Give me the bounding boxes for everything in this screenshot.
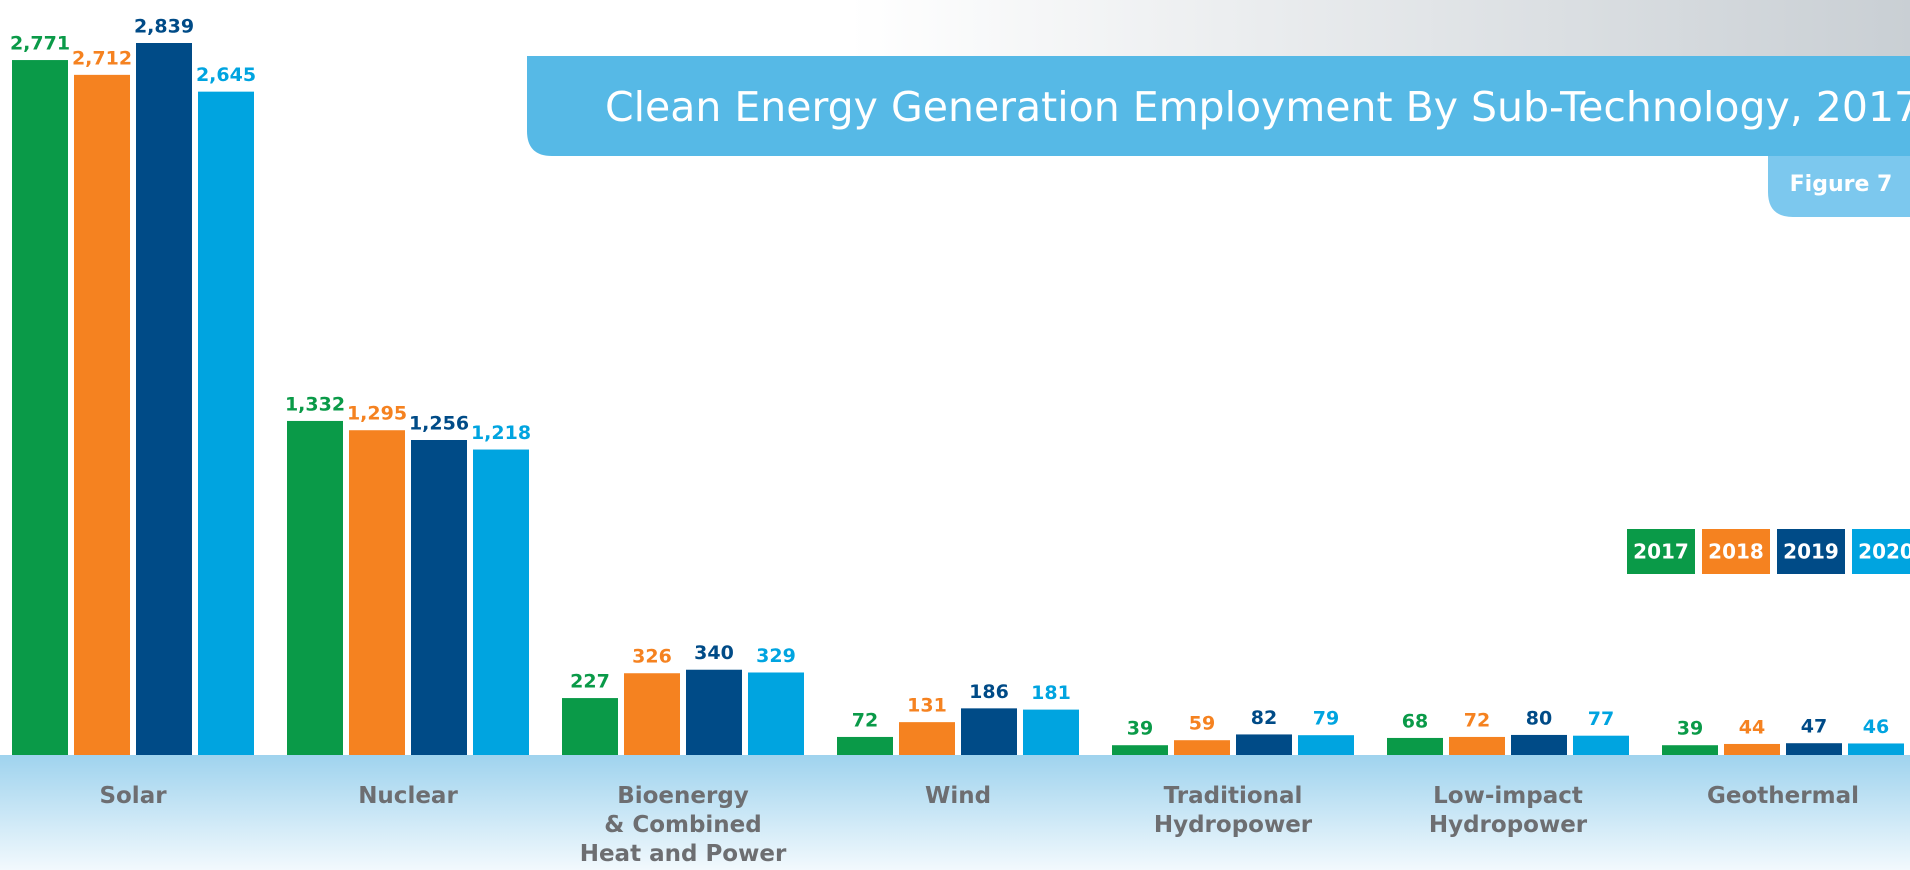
figure-tab — [1768, 156, 1910, 217]
x-tick-label: Traditional Hydropower — [1153, 783, 1313, 838]
bar — [748, 672, 804, 755]
value-label: 227 — [570, 671, 610, 693]
bar — [1511, 734, 1567, 755]
bar — [961, 708, 1017, 755]
value-label: 68 — [1402, 710, 1428, 732]
bar — [411, 440, 467, 755]
value-label: 77 — [1588, 708, 1614, 730]
bar — [12, 60, 68, 755]
bar — [1023, 709, 1079, 755]
value-label: 46 — [1863, 716, 1889, 738]
value-label: 82 — [1251, 707, 1277, 729]
bar — [1298, 735, 1354, 755]
bar — [349, 430, 405, 755]
value-label: 72 — [852, 709, 878, 731]
bar — [473, 449, 529, 755]
header-image — [850, 0, 1910, 60]
legend-label: 2017 — [1633, 540, 1689, 564]
value-label: 2,645 — [196, 64, 256, 86]
bar — [624, 673, 680, 755]
bar — [1174, 740, 1230, 755]
bar — [1112, 745, 1168, 755]
bar — [1236, 734, 1292, 755]
bar — [686, 669, 742, 755]
value-label: 59 — [1189, 713, 1215, 735]
value-label: 1,218 — [471, 422, 531, 444]
legend-swatch — [1627, 529, 1695, 574]
value-label: 39 — [1127, 718, 1153, 740]
x-tick-label: Solar — [99, 783, 167, 809]
value-label: 2,712 — [72, 47, 132, 69]
value-label: 181 — [1031, 682, 1071, 704]
value-label: 47 — [1801, 716, 1827, 738]
bar — [1786, 743, 1842, 755]
value-label: 131 — [907, 695, 947, 717]
bar — [1573, 735, 1629, 755]
value-label: 186 — [969, 681, 1009, 703]
legend-swatch — [1852, 529, 1910, 574]
bar — [74, 74, 130, 756]
value-label: 79 — [1313, 708, 1339, 730]
chart-title: Clean Energy Generation Employment By Su… — [605, 83, 1910, 131]
bar — [562, 698, 618, 755]
value-label: 72 — [1464, 709, 1490, 731]
legend-label: 2018 — [1708, 540, 1764, 564]
legend-swatch — [1702, 529, 1770, 574]
value-label: 326 — [632, 646, 672, 668]
bar — [198, 91, 254, 755]
legend-label: 2019 — [1783, 540, 1839, 564]
x-tick-label: Geothermal — [1707, 783, 1859, 809]
bar — [136, 43, 192, 755]
value-label: 80 — [1526, 707, 1552, 729]
value-label: 340 — [694, 642, 734, 664]
bar — [287, 420, 343, 755]
baseline-band — [0, 755, 1910, 870]
value-label: 1,256 — [409, 413, 469, 435]
value-label: 39 — [1677, 718, 1703, 740]
bar — [1662, 745, 1718, 755]
x-tick-label: Bioenergy & Combined Heat and Power — [579, 783, 787, 867]
bar — [899, 722, 955, 755]
x-tick-label: Nuclear — [358, 783, 458, 809]
title-banner — [527, 56, 1910, 156]
value-label: 2,771 — [10, 33, 70, 55]
bar — [837, 736, 893, 755]
bar — [1724, 743, 1780, 755]
value-label: 329 — [756, 645, 796, 667]
value-label: 1,295 — [347, 403, 407, 425]
bar — [1449, 736, 1505, 755]
legend-swatch — [1777, 529, 1845, 574]
bar — [1848, 743, 1904, 755]
x-tick-label: Wind — [924, 783, 992, 809]
value-label: 44 — [1739, 716, 1765, 738]
x-tick-label: Low-impact Hydropower — [1428, 783, 1588, 838]
figure-label: Figure 7 — [1790, 172, 1893, 197]
value-label: 2,839 — [134, 16, 194, 38]
value-label: 1,332 — [285, 393, 345, 415]
legend-label: 2020 — [1858, 540, 1910, 564]
bar — [1387, 737, 1443, 755]
